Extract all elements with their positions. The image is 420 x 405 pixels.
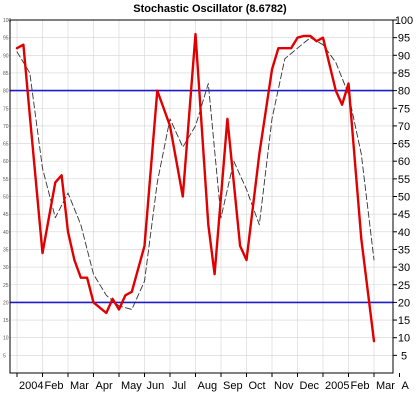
y-tick-label-left: 45 (3, 212, 9, 218)
y-tick-label-left: 20 (3, 300, 9, 306)
y-tick-label-left: 100 (3, 18, 12, 24)
x-axis-ticks: 2004 Feb Mar Apr May Jun Jul Aug Sep Oct Nov Dec 200… (16, 373, 410, 392)
x-tick-label: A (402, 380, 410, 392)
reference-lines (10, 89, 393, 304)
series-layer (15, 32, 376, 343)
x-tick-label: 2004 (19, 380, 43, 392)
y-tick-label-left: 60 (3, 159, 9, 165)
y-tick-label-left: 90 (3, 53, 9, 59)
x-tick-label: 2005 (325, 380, 349, 392)
y-tick-label: 30 (398, 262, 410, 274)
y-axis-ticks: 5510101515202025253030353540404545505055… (3, 15, 413, 362)
x-tick-label: Feb (45, 380, 64, 392)
y-tick-label-left: 95 (3, 36, 9, 42)
y-tick-label-left: 85 (3, 71, 9, 77)
y-tick-label: 35 (398, 244, 410, 256)
y-tick-label: 10 (398, 333, 410, 345)
y-tick-label-left: 75 (3, 106, 9, 112)
y-tick-label: 100 (395, 15, 413, 27)
y-tick-label: 95 (398, 33, 410, 45)
y-tick-label: 75 (398, 103, 410, 115)
y-tick-label: 50 (398, 192, 410, 204)
x-tick-label: Feb (351, 380, 370, 392)
y-tick-label-left: 25 (3, 283, 9, 289)
y-tick-label: 90 (398, 50, 410, 62)
y-tick-label-left: 5 (3, 353, 6, 359)
x-tick-label: May (121, 380, 142, 392)
y-tick-label: 45 (398, 209, 410, 221)
chart-title: Stochastic Oscillator (8.6782) (133, 3, 287, 15)
grid-layer (10, 19, 393, 373)
x-tick-label: Nov (274, 380, 294, 392)
x-tick-label: Jul (172, 380, 186, 392)
x-tick-label: Dec (300, 380, 320, 392)
y-tick-label-left: 35 (3, 247, 9, 253)
y-tick-label: 70 (398, 121, 410, 133)
x-tick-label: Oct (249, 380, 266, 392)
y-tick-label: 20 (398, 297, 410, 309)
y-tick-label-left: 80 (3, 89, 9, 95)
y-tick-label-left: 15 (3, 318, 9, 324)
y-tick-label-left: 50 (3, 195, 9, 201)
x-tick-label: Apr (96, 380, 113, 392)
y-tick-label-left: 40 (3, 230, 9, 236)
y-tick-label: 5 (401, 350, 407, 362)
x-tick-label: Mar (376, 380, 395, 392)
y-tick-label: 25 (398, 280, 410, 292)
stochastic-line (15, 32, 376, 343)
y-tick-label-left: 30 (3, 265, 9, 271)
y-tick-label-left: 55 (3, 177, 9, 183)
y-tick-label: 80 (398, 86, 410, 98)
y-tick-label: 85 (398, 68, 410, 80)
y-tick-label: 55 (398, 174, 410, 186)
x-tick-label: Mar (70, 380, 89, 392)
y-tick-label: 40 (398, 227, 410, 239)
y-tick-label-left: 70 (3, 124, 9, 130)
x-tick-label: Aug (198, 380, 218, 392)
y-tick-label-left: 65 (3, 142, 9, 148)
x-tick-label: Sep (223, 380, 243, 392)
x-tick-label: Jun (147, 380, 165, 392)
y-tick-label-left: 10 (3, 336, 9, 342)
y-tick-label: 60 (398, 156, 410, 168)
y-tick-label: 65 (398, 139, 410, 151)
y-tick-label: 15 (398, 315, 410, 327)
